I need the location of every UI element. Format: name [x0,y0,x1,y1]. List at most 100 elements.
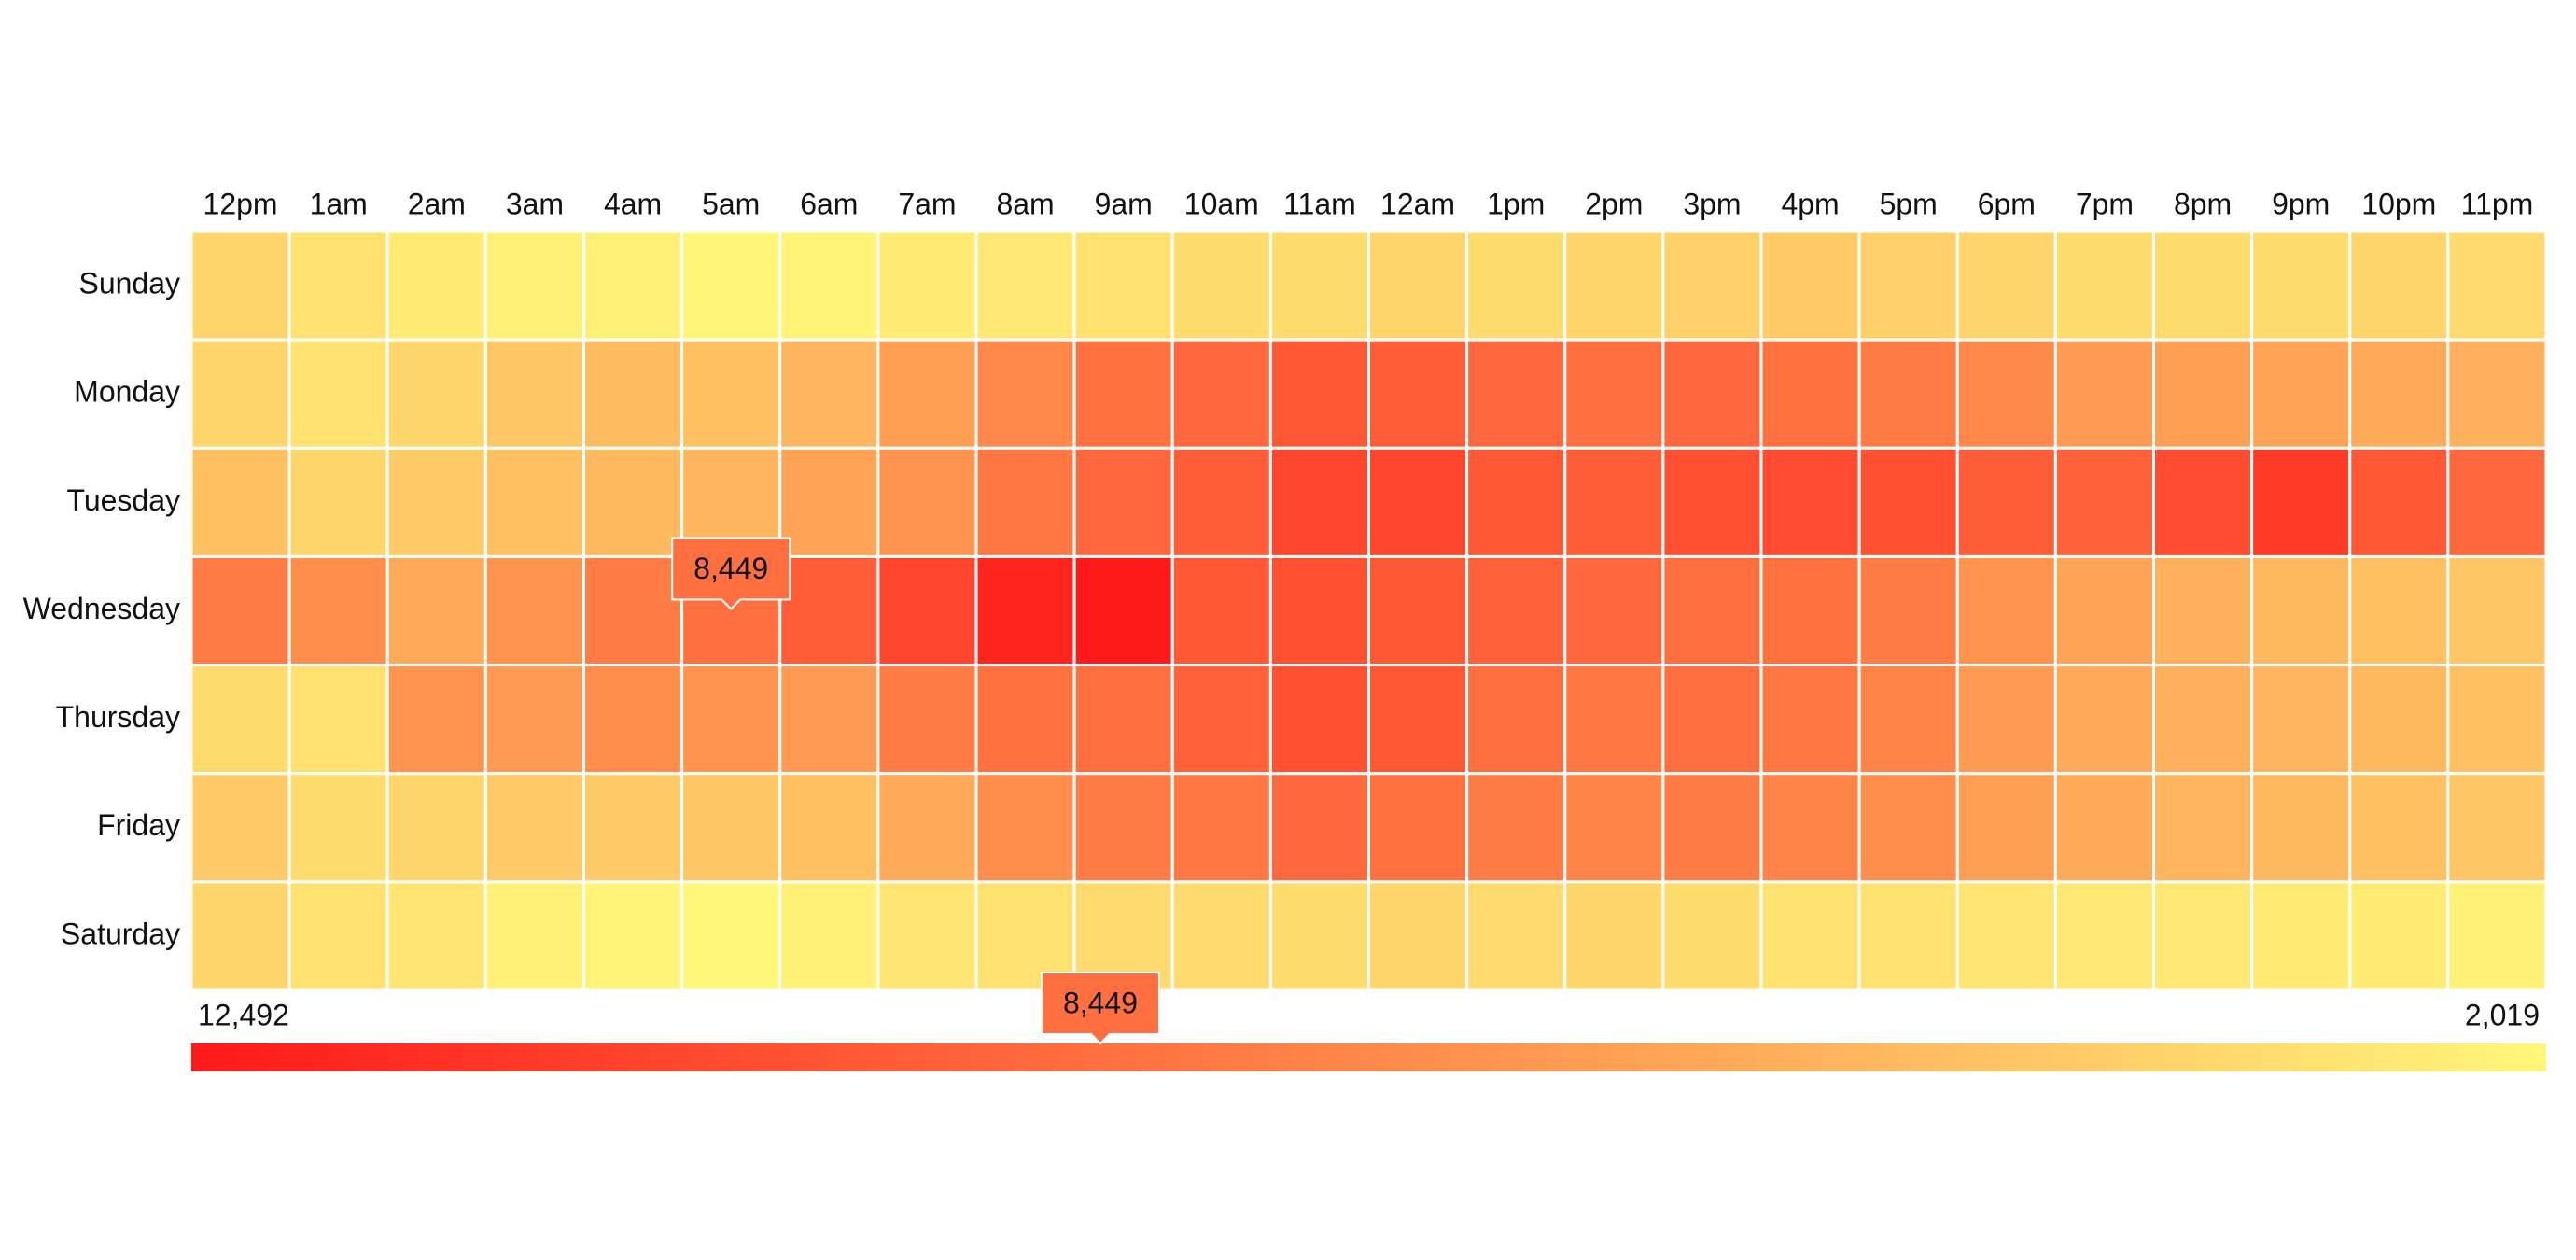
heat-cell [1072,446,1174,558]
heat-cell [876,554,978,667]
heat-cell [2152,338,2254,450]
heat-cell [385,880,487,992]
x-tick-label: 12am [1380,187,1455,220]
heat-cell [778,664,880,776]
heat-cell [680,230,782,342]
heat-cell [1367,880,1469,992]
heat-cell [1367,338,1469,450]
heat-cell [1170,880,1272,992]
heat-cell [2152,772,2254,884]
tooltip-box [671,537,791,610]
heat-cell [974,554,1076,667]
heat-cell [1857,664,1959,776]
heat-cell [2348,772,2450,884]
heat-cell [1563,772,1665,884]
x-tick-label: 6am [800,187,858,220]
heat-cell [876,446,978,558]
heat-cell [876,338,978,450]
heat-cell [778,772,880,884]
heat-cell [2053,230,2155,342]
heat-cell [1563,880,1665,992]
heat-cell [2250,880,2352,992]
heat-cell [1367,664,1469,776]
heat-cell [1661,230,1763,342]
x-tick-label: 5am [702,187,760,220]
heat-cell [582,338,684,450]
heat-cell [483,664,585,776]
x-tick-label: 1pm [1487,187,1545,220]
heat-cell [876,664,978,776]
x-tick-label: 2pm [1585,187,1643,220]
x-tick-label: 10am [1184,187,1259,220]
heat-cell [287,664,389,776]
heat-cell [1661,664,1763,776]
heat-cell [1268,880,1370,992]
x-tick-label: 9pm [2272,187,2330,220]
heat-cell [1268,554,1370,667]
heat-cell [2053,338,2155,450]
heat-cell [876,772,978,884]
heat-cell [2446,230,2548,342]
heat-cell [1759,772,1861,884]
heat-cell [189,230,291,342]
heat-cell [2152,880,2254,992]
heat-cell [1857,446,1959,558]
heat-cell [2446,772,2548,884]
y-tick-label: Tuesday [66,483,180,517]
heat-cell [2446,338,2548,450]
heat-cell [2348,446,2450,558]
heat-cell [1955,230,2057,342]
heat-cell [2250,338,2352,450]
heat-cell [1955,554,2057,667]
heat-cell [1465,772,1567,884]
heat-cell [2053,664,2155,776]
heat-cell [287,880,389,992]
heat-cell [1465,446,1567,558]
heat-cell [483,772,585,884]
heat-cell [1857,338,1959,450]
heat-cell [2152,230,2254,342]
heat-cell [2348,880,2450,992]
heat-cell [287,772,389,884]
heat-cell [189,338,291,450]
heat-cell [2152,554,2254,667]
tooltip-box [1040,972,1160,1045]
legend-label: 2,019 [2465,998,2540,1031]
heat-cell [2250,772,2352,884]
heat-cell [189,880,291,992]
heat-cell [1367,772,1469,884]
heat-cell [1268,664,1370,776]
heat-cell [2053,446,2155,558]
tooltip-label: 8,449 [1063,986,1138,1019]
cell-tooltip: 8,449 [671,537,791,610]
heat-cell [582,554,684,667]
y-tick-label: Friday [97,808,180,842]
heat-cell [1661,446,1763,558]
heat-cell [189,664,291,776]
heat-cell [1367,554,1469,667]
heat-cell [1072,772,1174,884]
x-tick-label: 2am [408,187,466,220]
x-tick-label: 11am [1283,187,1356,220]
heat-cell [189,772,291,884]
heat-cell [385,554,487,667]
x-tick-label: 1am [310,187,368,220]
heat-cell [1465,338,1567,450]
heat-cell [1661,880,1763,992]
heat-cell [2446,664,2548,776]
heat-cell [1563,230,1665,342]
legend-label: 12,492 [198,998,289,1031]
heat-cell [1072,664,1174,776]
heat-cell [2348,230,2450,342]
heat-cell [582,446,684,558]
heat-cell [1759,230,1861,342]
x-tick-label: 8am [996,187,1054,220]
heat-cell [385,338,487,450]
heat-cell [1268,338,1370,450]
heat-cell [1955,880,2057,992]
heat-cell [2152,664,2254,776]
heat-cell [778,230,880,342]
x-tick-label: 7pm [2076,187,2134,220]
heat-cell [385,664,487,776]
x-tick-label: 10pm [2361,187,2436,220]
